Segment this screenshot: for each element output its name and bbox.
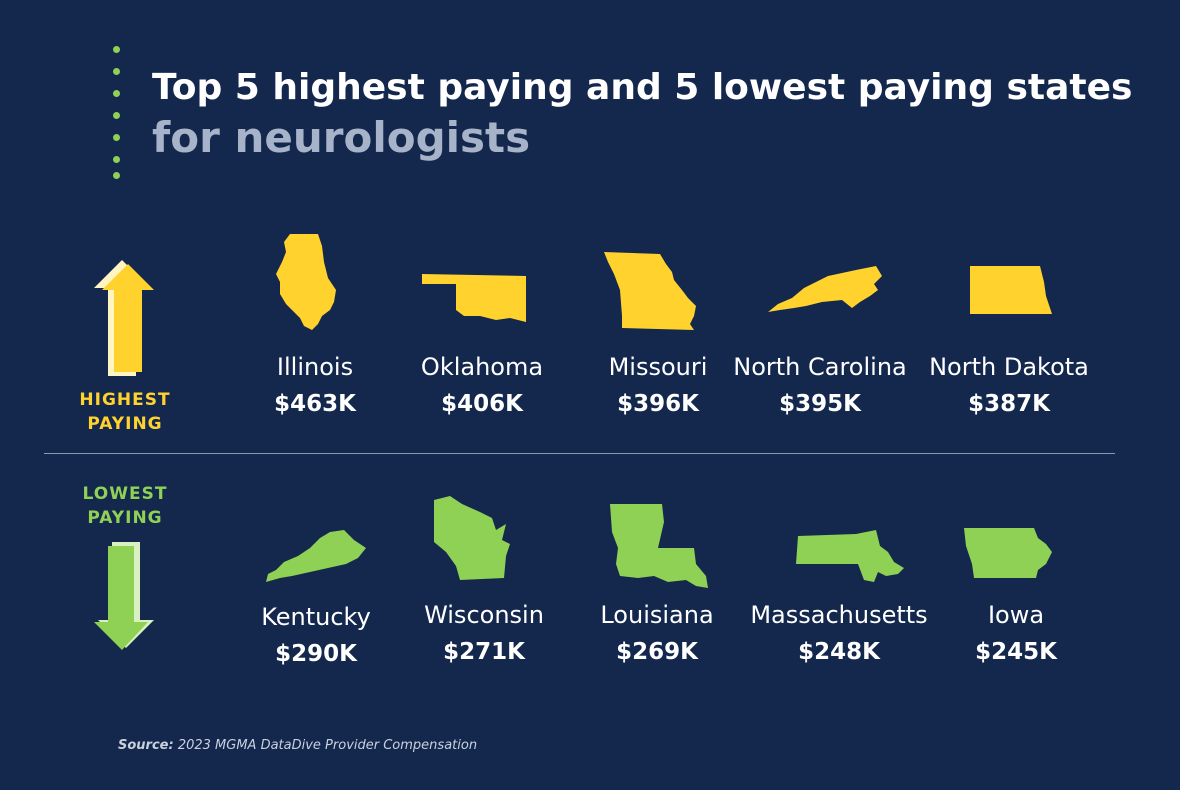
- north-dakota-map-icon: [970, 266, 1052, 314]
- lowest-paying-label: LOWEST PAYING: [82, 484, 168, 528]
- state-north-carolina: North Carolina $395K: [720, 352, 920, 419]
- state-name: Kentucky: [261, 603, 371, 631]
- highest-paying-label: HIGHEST PAYING: [79, 390, 171, 434]
- state-illinois: Illinois $463K: [215, 352, 415, 419]
- state-value: $269K: [616, 639, 698, 665]
- source-label: Source:: [118, 738, 174, 753]
- state-value: $395K: [779, 391, 861, 417]
- state-name: North Dakota: [929, 353, 1089, 381]
- state-north-dakota: North Dakota $387K: [909, 352, 1109, 419]
- oklahoma-map-icon: [422, 274, 526, 322]
- page-title: Top 5 highest paying and 5 lowest paying…: [152, 66, 1132, 164]
- section-divider: [44, 453, 1115, 454]
- north-carolina-map-icon: [768, 266, 882, 312]
- state-name: Wisconsin: [424, 601, 544, 629]
- state-iowa: Iowa $245K: [916, 600, 1116, 667]
- state-value: $396K: [617, 391, 699, 417]
- arrow-up-icon: [94, 260, 154, 376]
- state-value: $387K: [968, 391, 1050, 417]
- kentucky-map-icon: [266, 530, 366, 582]
- source-text: 2023 MGMA DataDive Provider Compensation: [177, 738, 478, 753]
- state-name: Illinois: [276, 353, 354, 381]
- state-name: Oklahoma: [420, 353, 544, 381]
- state-wisconsin: Wisconsin $271K: [384, 600, 584, 667]
- arrow-down-icon: [94, 542, 154, 650]
- state-name: Massachusetts: [750, 601, 928, 629]
- state-value: $245K: [975, 639, 1057, 665]
- state-louisiana: Louisiana $269K: [557, 600, 757, 667]
- state-oklahoma: Oklahoma $406K: [382, 352, 582, 419]
- state-missouri: Missouri $396K: [558, 352, 758, 419]
- iowa-map-icon: [964, 528, 1052, 578]
- massachusetts-map-icon: [796, 530, 904, 582]
- state-value: $271K: [443, 639, 525, 665]
- wisconsin-map-icon: [434, 496, 510, 580]
- state-kentucky: Kentucky $290K: [216, 602, 416, 669]
- source-note: Source: 2023 MGMA DataDive Provider Comp…: [118, 738, 477, 753]
- dotted-accent-line: [113, 46, 123, 186]
- state-value: $290K: [275, 641, 357, 667]
- louisiana-map-icon: [610, 504, 708, 588]
- title-line-1: Top 5 highest paying and 5 lowest paying…: [152, 67, 1133, 108]
- state-name: Louisiana: [600, 601, 714, 629]
- state-massachusetts: Massachusetts $248K: [739, 600, 939, 667]
- missouri-map-icon: [604, 252, 696, 330]
- state-name: North Carolina: [733, 353, 907, 381]
- state-name: Iowa: [987, 601, 1045, 629]
- state-name: Missouri: [608, 353, 708, 381]
- illinois-map-icon: [276, 234, 336, 330]
- state-value: $406K: [441, 391, 523, 417]
- title-line-2: for neurologists: [152, 113, 531, 163]
- state-value: $248K: [798, 639, 880, 665]
- state-value: $463K: [274, 391, 356, 417]
